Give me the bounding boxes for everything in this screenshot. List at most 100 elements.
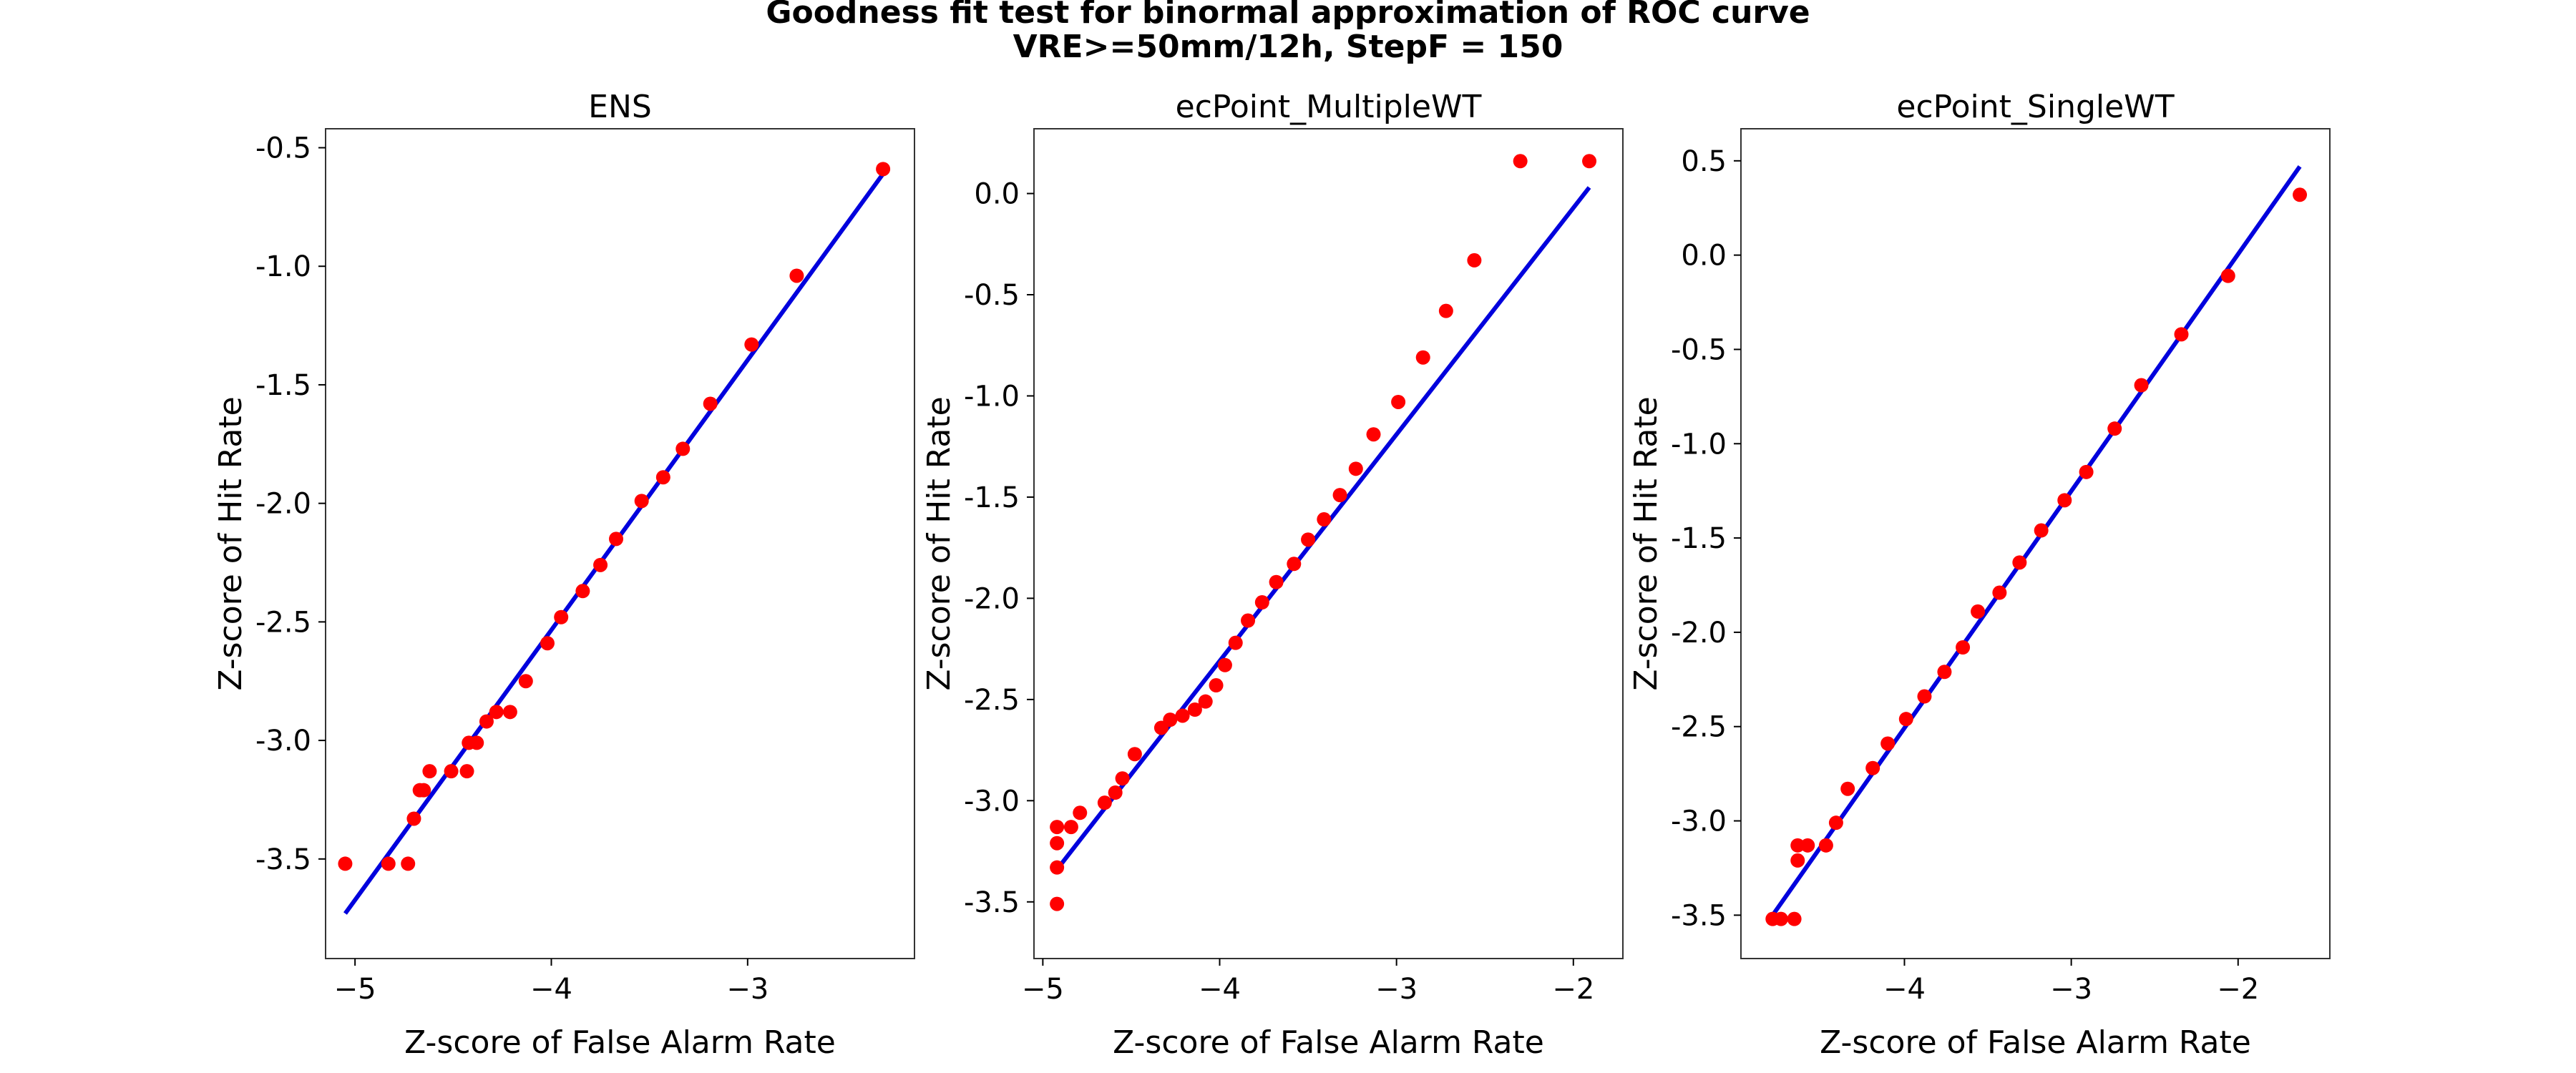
y-axis-label: Z-score of Hit Rate	[213, 396, 249, 690]
data-point	[381, 856, 396, 871]
data-point	[1073, 805, 1088, 820]
data-point	[1269, 574, 1284, 589]
data-point	[422, 764, 437, 779]
data-point	[634, 494, 649, 509]
y-tick-label: -3.5	[255, 843, 311, 876]
fit-line	[1770, 165, 2302, 917]
x-tick-label: −4	[1199, 973, 1241, 1006]
x-axis-label: Z-score of False Alarm Rate	[1820, 1024, 2251, 1061]
data-point	[1582, 154, 1597, 169]
y-tick-label: 0.0	[1681, 240, 1727, 273]
x-axis-label: Z-score of False Alarm Rate	[404, 1024, 836, 1061]
subplots: −5 −4 −3 -3.5 -3.0 -2.5 -2.0 -1.5 -1.0 -0.5 ENS Z-s…	[213, 89, 2331, 1061]
y-tick-label: 0.0	[974, 178, 1020, 211]
data-point	[2134, 378, 2149, 393]
data-point	[1937, 665, 1952, 680]
data-point	[502, 705, 517, 720]
x-tick-label: −2	[2217, 973, 2259, 1006]
data-point	[1790, 838, 1805, 853]
data-point	[1063, 820, 1078, 835]
data-point	[675, 441, 691, 456]
data-point	[1992, 585, 2007, 600]
data-point	[1332, 488, 1347, 503]
data-point	[2107, 421, 2122, 436]
y-tick-label: -2.5	[255, 606, 311, 639]
data-point	[444, 764, 459, 779]
y-tick-label: -1.0	[964, 380, 1020, 413]
data-point	[1050, 860, 1065, 875]
x-tick-label: −4	[1883, 973, 1926, 1006]
y-tick-label: -2.5	[964, 684, 1020, 717]
data-point	[1790, 853, 1805, 868]
x-tick-label: −3	[2050, 973, 2092, 1006]
data-point	[703, 396, 718, 411]
data-point	[338, 856, 353, 871]
data-point	[2293, 187, 2308, 202]
data-point	[1800, 838, 1815, 853]
data-point	[1438, 303, 1453, 318]
data-point	[1467, 253, 1482, 268]
x-axis-label: Z-score of False Alarm Rate	[1113, 1024, 1544, 1061]
data-point	[744, 337, 759, 352]
y-tick-label: -2.0	[255, 488, 311, 521]
data-point	[1391, 394, 1406, 409]
data-point	[1198, 694, 1213, 709]
subplot-title: ecPoint_SingleWT	[1896, 89, 2174, 125]
y-tick-label: -2.0	[1671, 617, 1727, 650]
y-tick-label: -1.5	[964, 481, 1020, 514]
y-axis-label: Z-score of Hit Rate	[921, 396, 957, 690]
data-point	[1415, 350, 1430, 365]
data-point	[1828, 815, 1843, 831]
data-point	[1917, 689, 1932, 704]
data-point	[1956, 640, 1971, 655]
data-point	[2174, 327, 2189, 342]
data-point	[1971, 604, 1986, 619]
axes-frame	[325, 128, 915, 959]
data-point	[1366, 427, 1381, 442]
x-tick-label: −5	[1022, 973, 1064, 1006]
subplot-title: ecPoint_MultipleWT	[1176, 89, 1482, 125]
x-tick-label: −3	[1375, 973, 1418, 1006]
data-point	[1818, 838, 1833, 853]
data-point	[1127, 747, 1142, 762]
data-point	[2034, 523, 2049, 538]
data-point	[1115, 771, 1130, 786]
y-axis-label: Z-score of Hit Rate	[1628, 396, 1664, 690]
data-point	[1865, 760, 1880, 775]
data-point	[2012, 555, 2027, 570]
data-point	[789, 268, 804, 283]
data-point	[1228, 635, 1243, 650]
data-point	[1880, 736, 1896, 751]
figure-title-line-1: Goodness fit test for binormal approxima…	[766, 0, 1810, 31]
y-tick-label: -0.5	[964, 279, 1020, 312]
data-point	[1348, 461, 1363, 476]
data-point	[1301, 532, 1316, 547]
data-point	[518, 674, 533, 689]
data-point	[1175, 708, 1190, 723]
x-tick-label: −2	[1552, 973, 1594, 1006]
data-point	[1513, 154, 1528, 169]
axes-frame	[1740, 128, 2331, 959]
subplot-2: −5 −4 −3 −2 -3.5 -3.0 -2.5 -2.0 -1.5 -1.0 -0.5 0.0 e…	[921, 89, 1624, 1061]
data-point	[1241, 613, 1256, 628]
data-point	[1097, 795, 1112, 810]
x-tick-label: −4	[530, 973, 572, 1006]
data-point	[1787, 911, 1802, 926]
data-point	[1108, 785, 1123, 800]
y-tick-label: -1.0	[255, 250, 311, 283]
x-tick-label: −5	[334, 973, 376, 1006]
y-tick-label: -3.5	[964, 886, 1020, 919]
subplot-3: −4 −3 −2 -3.5 -3.0 -2.5 -2.0 -1.5 -1.0 -0.5 0.0 0.5…	[1628, 89, 2331, 1061]
data-point	[1050, 836, 1065, 851]
data-point	[1254, 595, 1269, 610]
data-point	[593, 557, 608, 572]
y-tick-label: -2.0	[964, 582, 1020, 615]
y-tick-label: -3.0	[1671, 805, 1727, 838]
data-point	[479, 714, 494, 729]
data-point	[1287, 557, 1302, 572]
y-tick-label: -3.0	[255, 725, 311, 758]
data-point	[1163, 712, 1178, 727]
data-point	[1050, 896, 1065, 911]
